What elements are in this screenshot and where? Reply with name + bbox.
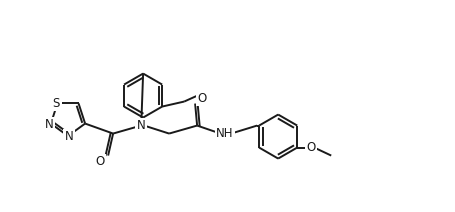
Text: N: N <box>45 118 53 131</box>
Text: O: O <box>95 155 105 168</box>
Text: S: S <box>53 97 60 110</box>
Text: N: N <box>136 119 145 132</box>
Text: O: O <box>197 92 206 105</box>
Text: NH: NH <box>216 127 233 140</box>
Text: O: O <box>306 141 315 154</box>
Text: N: N <box>65 131 73 144</box>
